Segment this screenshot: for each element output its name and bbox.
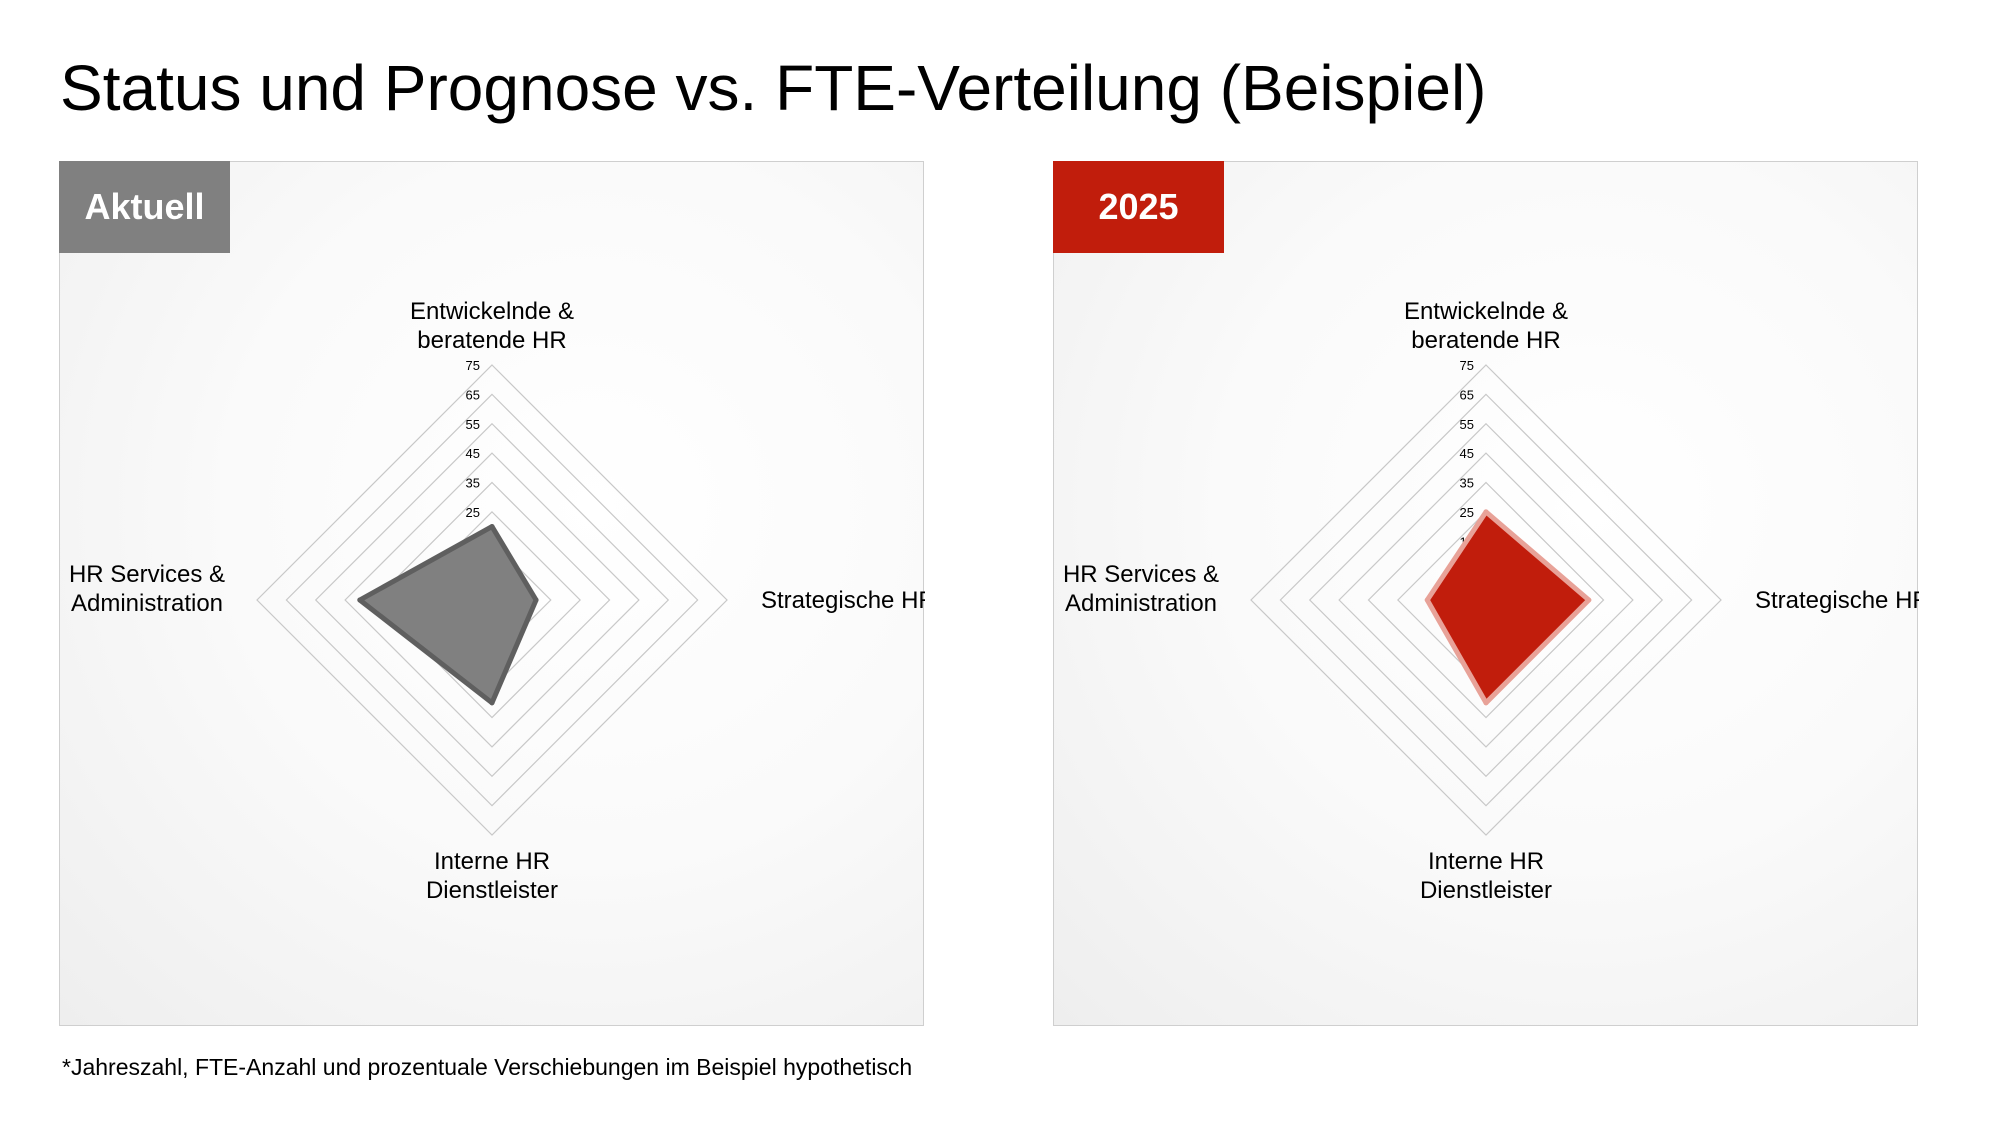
grid-ring	[1308, 422, 1664, 778]
axis-label-line: Entwickelnde &	[1404, 298, 1568, 325]
tick-label: 25	[1460, 505, 1474, 520]
axis-label-services: HR Services & Administration	[1063, 561, 1219, 617]
data-point-development	[1483, 509, 1489, 515]
tick-label: 35	[1460, 476, 1474, 491]
series-area	[1424, 509, 1592, 706]
tick-label: 75	[1460, 358, 1474, 373]
axis-label-development: Entwickelnde & beratende HR	[410, 298, 574, 354]
axis-label-line: Dienstleister	[426, 877, 558, 904]
axis-label-internal: Interne HR Dienstleister	[1420, 848, 1552, 904]
axis-label-line: Interne HR	[434, 848, 550, 875]
axis-label-line: HR Services &	[1063, 561, 1219, 588]
axis-label-strategic: Strategische HR	[761, 587, 925, 614]
tick-label: 35	[466, 476, 480, 491]
grid-ring	[1338, 452, 1634, 748]
tick-label: 55	[466, 417, 480, 432]
grid-ring	[285, 393, 699, 807]
tick-label: 25	[466, 505, 480, 520]
page-title: Status und Prognose vs. FTE-Verteilung (…	[60, 52, 1487, 124]
series-area	[357, 524, 539, 706]
axis-label-strategic: Strategische HR	[1755, 587, 1919, 614]
grid-ring	[344, 452, 640, 748]
data-point-services	[357, 597, 363, 603]
data-point-strategic	[533, 597, 539, 603]
tick-label: 55	[1460, 417, 1474, 432]
panel-label-current: Aktuell	[59, 161, 230, 253]
data-point-development	[489, 524, 495, 530]
data-point-internal	[1483, 700, 1489, 706]
grid-ring	[256, 364, 728, 836]
chart-panel-forecast: 2025 -5515253545556575Entwickelnde &bera…	[1053, 161, 1919, 1026]
chart-panel-current: Aktuell -5515253545556575Entwickelnde &b…	[59, 161, 925, 1026]
radar-chart-current: -5515253545556575Entwickelnde &beratende…	[69, 298, 925, 904]
axis-label-development: Entwickelnde & beratende HR	[1404, 298, 1568, 354]
tick-label: 45	[466, 446, 480, 461]
axis-label-services: HR Services & Administration	[69, 561, 225, 617]
footnote: *Jahreszahl, FTE-Anzahl und prozentuale …	[62, 1054, 913, 1080]
data-point-strategic	[1586, 597, 1592, 603]
axis-label-line: Administration	[1065, 590, 1217, 617]
grid-ring	[1250, 364, 1722, 836]
tick-label: 75	[466, 358, 480, 373]
axis-label-line: Administration	[71, 590, 223, 617]
axis-label-line: Dienstleister	[1420, 877, 1552, 904]
axis-label-line: Strategische HR	[1755, 587, 1919, 614]
axis-label-line: beratende HR	[1411, 327, 1560, 354]
grid-ring	[373, 481, 611, 719]
tick-label: 45	[1460, 446, 1474, 461]
tick-label: 65	[466, 387, 480, 402]
axis-label-line: HR Services &	[69, 561, 225, 588]
axis-label-line: Interne HR	[1428, 848, 1544, 875]
grid-ring	[1279, 393, 1693, 807]
panel-label-forecast: 2025	[1053, 161, 1224, 253]
data-point-services	[1424, 597, 1430, 603]
axis-label-line: Entwickelnde &	[410, 298, 574, 325]
axis-label-line: beratende HR	[417, 327, 566, 354]
grid-ring	[314, 422, 670, 778]
radar-chart-forecast: -5515253545556575Entwickelnde &beratende…	[1063, 298, 1919, 904]
grid-ring	[1367, 481, 1605, 719]
tick-label: 65	[1460, 387, 1474, 402]
axis-label-internal: Interne HR Dienstleister	[426, 848, 558, 904]
data-point-internal	[489, 700, 495, 706]
axis-label-line: Strategische HR	[761, 587, 925, 614]
